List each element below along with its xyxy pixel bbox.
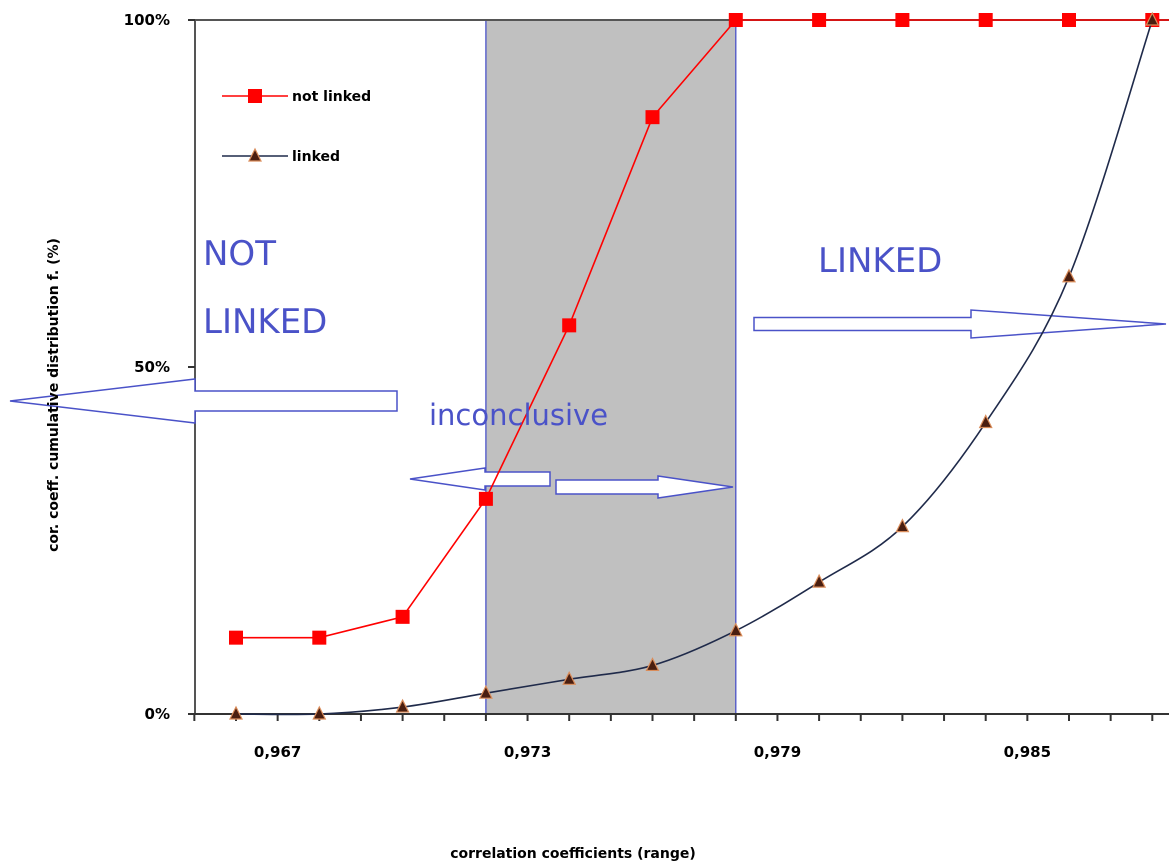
point-linked <box>312 705 327 720</box>
point-not-linked <box>562 318 577 333</box>
point-not-linked <box>895 13 910 27</box>
point-linked <box>562 670 577 685</box>
series-layer <box>229 11 1169 720</box>
annotation-linked: LINKED <box>818 241 942 281</box>
legend-marker-square <box>248 89 262 103</box>
point-linked <box>728 622 743 637</box>
point-linked <box>478 684 493 699</box>
arrow-not-linked <box>9 378 398 424</box>
arrow-linked <box>753 309 1167 339</box>
legend: not linked linked <box>222 89 371 165</box>
y-tick-label: 0% <box>145 705 170 723</box>
legend-label: not linked <box>292 89 371 105</box>
point-not-linked <box>645 110 660 125</box>
x-tick-label: 0,967 <box>254 743 301 761</box>
inconclusive-band <box>485 20 736 714</box>
point-linked <box>1145 11 1160 26</box>
point-linked <box>1062 268 1076 283</box>
annotation-inconclusive: inconclusive <box>429 398 608 432</box>
x-tick-label: 0,979 <box>754 743 801 761</box>
point-linked <box>978 414 993 429</box>
annotation-arrows <box>9 309 1167 499</box>
point-linked <box>895 518 910 533</box>
point-linked <box>229 705 243 720</box>
annotation-not-linked-1: NOT <box>203 234 276 274</box>
arrow-inconclusive-left <box>409 467 551 491</box>
point-not-linked <box>728 13 743 27</box>
point-not-linked <box>312 630 327 645</box>
point-linked <box>812 573 827 588</box>
point-not-linked <box>978 13 993 27</box>
point-linked <box>645 657 660 672</box>
point-not-linked <box>395 609 410 624</box>
point-not-linked <box>812 13 827 27</box>
point-not-linked <box>478 491 493 506</box>
point-not-linked <box>1062 13 1076 27</box>
legend-marker-triangle <box>248 147 262 162</box>
point-linked <box>395 698 410 713</box>
point-not-linked <box>229 630 243 645</box>
x-axis-title: correlation coefficients (range) <box>450 846 696 862</box>
x-tick-label: 0,973 <box>504 743 551 761</box>
x-tick-label: 0,985 <box>1004 743 1051 761</box>
annotation-not-linked-2: LINKED <box>203 302 327 342</box>
y-tick-label: 100% <box>124 11 170 29</box>
series-line-not-linked <box>236 19 1169 639</box>
y-tick-label: 50% <box>134 358 170 376</box>
legend-label: linked <box>292 149 340 165</box>
arrow-inconclusive-right <box>555 475 734 499</box>
y-axis-title: cor. coeff. cumulative distribution f. (… <box>46 238 62 552</box>
shaded-region-layer <box>485 20 737 714</box>
